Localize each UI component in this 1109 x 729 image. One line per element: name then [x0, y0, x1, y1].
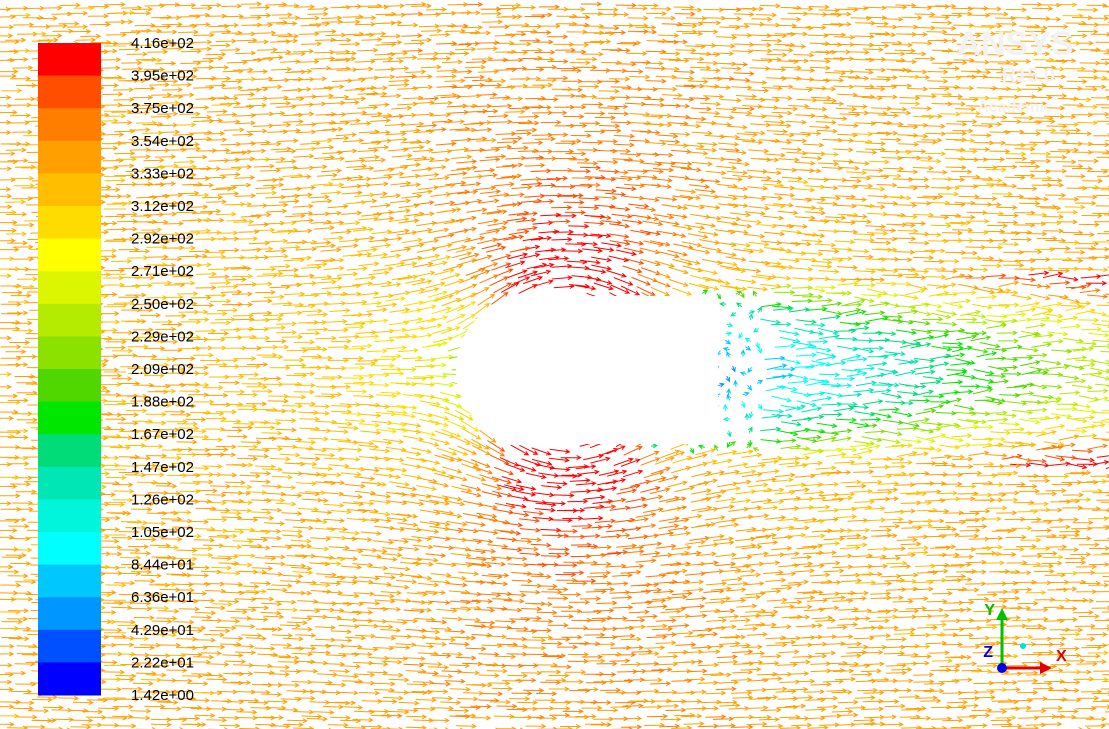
colorbar-band: [38, 369, 101, 402]
x-axis-label: X: [1056, 648, 1067, 665]
origin-dot: [1020, 643, 1026, 649]
colorbar-label: 2.50e+02: [131, 296, 194, 313]
colorbar-band: [38, 336, 101, 369]
colorbar-label: 4.29e+01: [131, 622, 194, 639]
colorbar-label: 1.67e+02: [131, 426, 194, 443]
colorbar-band: [38, 141, 101, 174]
colorbar-band: [38, 565, 101, 598]
y-axis-label: Y: [984, 602, 995, 619]
colorbar-label: 3.95e+02: [131, 68, 194, 85]
colorbar-label: 1.26e+02: [131, 491, 194, 508]
colorbar-label: 2.29e+02: [131, 328, 194, 345]
colorbar-label: 1.42e+00: [131, 687, 194, 704]
watermark-license: Academic: [977, 99, 1053, 116]
colorbar-band: [38, 173, 101, 206]
colorbar-band: [38, 630, 101, 663]
colorbar-band: [38, 271, 101, 304]
colorbar-label: 3.33e+02: [131, 165, 194, 182]
colorbar-label: 8.44e+01: [131, 557, 194, 574]
colorbar-label: 1.47e+02: [131, 459, 194, 476]
vector-plot: ANSYS R15.0 Academic 4.16e+02 3.95e+02 3.7…: [0, 0, 1109, 729]
colorbar-label: 1.05e+02: [131, 524, 194, 541]
z-axis-label: Z: [983, 644, 993, 661]
colorbar-label: 3.75e+02: [131, 100, 194, 117]
colorbar-band: [38, 108, 101, 141]
colorbar-band: [38, 43, 101, 76]
colorbar-band: [38, 532, 101, 565]
colorbar-label: 2.71e+02: [131, 263, 194, 280]
z-axis-dot: [997, 663, 1007, 673]
colorbar-band: [38, 434, 101, 467]
colorbar-band: [38, 402, 101, 435]
colorbar-band: [38, 597, 101, 630]
colorbar-label: 3.12e+02: [131, 198, 194, 215]
watermark-version: R15.0: [1002, 65, 1055, 87]
colorbar-band: [38, 499, 101, 532]
body: [456, 296, 718, 444]
watermark-product: ANSYS: [956, 25, 1073, 63]
colorbar-band: [38, 662, 101, 695]
colorbar-label: 6.36e+01: [131, 589, 194, 606]
colorbar-band: [38, 206, 101, 239]
colorbar-band: [38, 304, 101, 337]
colorbar-band: [38, 239, 101, 272]
colorbar-label: 4.16e+02: [131, 35, 194, 52]
colorbar-band: [38, 467, 101, 500]
colorbar-label: 2.22e+01: [131, 654, 194, 671]
colorbar-label: 1.88e+02: [131, 394, 194, 411]
colorbar-label: 3.54e+02: [131, 133, 194, 150]
colorbar-label: 2.09e+02: [131, 361, 194, 378]
colorbar-band: [38, 76, 101, 109]
colorbar-label: 2.92e+02: [131, 231, 194, 248]
